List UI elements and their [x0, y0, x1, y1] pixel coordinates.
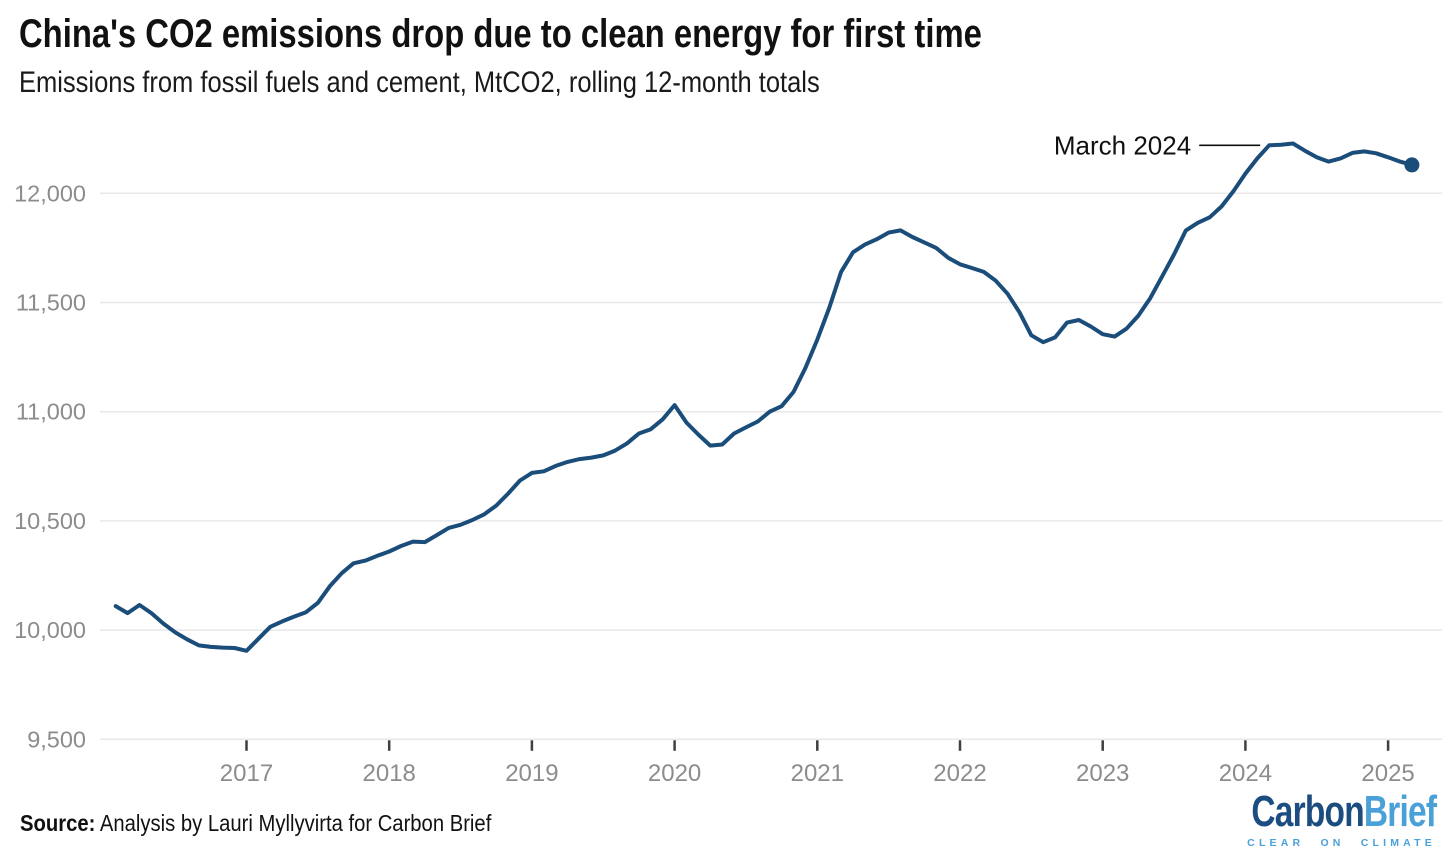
x-axis-label: 2025 [1361, 760, 1414, 787]
page-title: China's CO2 emissions drop due to clean … [19, 12, 1193, 56]
page-subtitle: Emissions from fossil fuels and cement, … [19, 66, 961, 99]
x-axis-label: 2020 [648, 760, 701, 787]
x-axis-label: 2018 [363, 760, 416, 787]
carbonbrief-wordmark: CarbonBrief [1193, 787, 1437, 836]
source-label: Source: [20, 810, 96, 836]
logo-tagline: CLEAR ON CLIMATE [1247, 837, 1436, 850]
x-axis-label: 2024 [1219, 760, 1272, 787]
logo-brief-text: Brief [1363, 787, 1437, 836]
x-axis-label: 2019 [505, 760, 558, 787]
annotation-label: March 2024 [1054, 130, 1191, 160]
carbonbrief-logo: CarbonBrief CLEAR ON CLIMATE [1193, 787, 1437, 850]
x-axis-label: 2017 [220, 760, 273, 787]
page-title-text: China's CO2 emissions drop due to clean … [19, 12, 982, 56]
y-axis-label: 12,000 [14, 180, 86, 206]
y-axis-label: 10,000 [14, 617, 86, 643]
endpoint-marker [1404, 157, 1420, 173]
y-axis-label: 10,500 [14, 508, 86, 534]
x-axis-label: 2023 [1076, 760, 1129, 787]
page-subtitle-text: Emissions from fossil fuels and cement, … [19, 66, 820, 99]
x-axis-label: 2021 [791, 760, 844, 787]
source-text: Analysis by Lauri Myllyvirta for Carbon … [99, 810, 492, 836]
x-axis-label: 2022 [933, 760, 986, 787]
emissions-line [113, 141, 1414, 653]
y-axis-label: 11,500 [16, 290, 86, 316]
y-axis-label: 11,000 [16, 399, 86, 425]
logo-carbon-text: Carbon [1251, 787, 1364, 836]
y-axis-label: 9,500 [27, 726, 86, 752]
source-note: Source: Analysis by Lauri Myllyvirta for… [20, 810, 556, 837]
source-note-text: Source: Analysis by Lauri Myllyvirta for… [20, 810, 491, 837]
